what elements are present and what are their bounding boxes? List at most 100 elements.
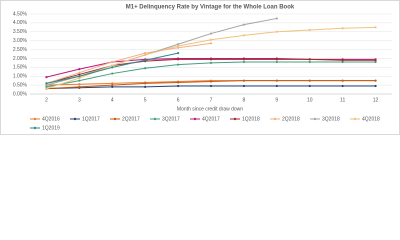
point: [341, 27, 344, 30]
legend-label: 4Q2018: [362, 116, 380, 122]
point: [78, 75, 81, 78]
legend-label: 4Q2017: [202, 116, 220, 122]
legend-label: 1Q2018: [242, 116, 260, 122]
point: [78, 73, 81, 76]
legend-marker: [273, 117, 277, 121]
point: [374, 26, 377, 29]
legend-label: 2Q2018: [282, 116, 300, 122]
point: [111, 85, 114, 88]
point: [111, 82, 114, 85]
point: [308, 58, 311, 61]
legend-marker: [73, 117, 77, 121]
point: [176, 43, 180, 46]
x-tick-label: 7: [210, 97, 213, 103]
y-tick-label: 2.00%: [13, 56, 28, 62]
y-tick-label: 1.00%: [13, 74, 28, 80]
y-tick-label: 0.50%: [13, 82, 28, 88]
point: [111, 60, 114, 64]
point: [209, 58, 213, 61]
chart: M1+ Delinquency Rate by Vintage for the …: [0, 0, 400, 135]
point: [144, 59, 147, 62]
point: [78, 76, 81, 80]
legend-label: 3Q2017: [162, 116, 180, 122]
y-tick-label: 3.50%: [13, 29, 28, 35]
point: [209, 61, 213, 64]
point: [144, 82, 147, 85]
legend-marker: [233, 117, 237, 121]
point: [308, 84, 311, 88]
x-tick-label: 8: [243, 97, 246, 103]
y-tick-label: 0.00%: [13, 91, 28, 97]
point: [78, 71, 81, 74]
point: [144, 67, 147, 70]
point: [308, 28, 311, 32]
point: [209, 42, 213, 45]
point: [341, 79, 344, 82]
x-tick-label: 12: [373, 97, 379, 103]
point: [242, 79, 246, 82]
point: [45, 85, 48, 88]
x-tick-label: 4: [111, 97, 114, 103]
y-tick-label: 4.50%: [13, 11, 28, 17]
point: [242, 84, 246, 88]
point: [374, 84, 377, 88]
point: [374, 59, 377, 62]
point: [176, 63, 180, 66]
point: [144, 85, 147, 88]
point: [275, 30, 278, 33]
point: [78, 83, 81, 86]
x-tick-label: 5: [144, 97, 147, 103]
point: [308, 79, 311, 82]
legend-marker: [113, 117, 117, 121]
point: [341, 60, 344, 64]
x-axis-label: Month since credit draw down: [177, 106, 243, 112]
x-tick-label: 2: [45, 97, 48, 103]
point: [242, 23, 246, 26]
point: [242, 34, 246, 37]
point: [176, 84, 180, 88]
x-tick-label: 11: [340, 97, 345, 103]
point: [111, 64, 114, 67]
point: [78, 79, 81, 82]
point: [242, 60, 246, 64]
point: [374, 60, 377, 64]
point: [308, 60, 311, 64]
point: [209, 38, 213, 41]
y-tick-label: 3.00%: [13, 38, 28, 44]
legend-marker: [153, 117, 157, 121]
x-tick-label: 9: [275, 97, 278, 103]
y-tick-label: 4.00%: [13, 20, 28, 26]
x-tick-label: 3: [78, 97, 81, 103]
point: [111, 84, 114, 87]
point: [144, 53, 147, 56]
point: [78, 68, 81, 71]
x-tick-label: 10: [307, 97, 313, 103]
legend-label: 3Q2018: [322, 116, 340, 122]
point: [78, 85, 81, 88]
x-tick-label: 6: [177, 97, 180, 103]
point: [176, 58, 180, 61]
point: [275, 60, 278, 64]
point: [209, 84, 213, 88]
legend-marker: [33, 126, 37, 130]
legend-label: 4Q2016: [42, 116, 60, 122]
point: [45, 82, 48, 85]
point: [209, 32, 213, 35]
point: [111, 66, 114, 69]
point: [341, 84, 344, 88]
point: [374, 79, 377, 82]
legend-marker: [353, 117, 357, 121]
point: [111, 72, 114, 75]
y-tick-label: 2.50%: [13, 47, 28, 53]
legend-label: 2Q2017: [122, 116, 140, 122]
point: [176, 52, 180, 55]
point: [45, 84, 48, 87]
y-tick-label: 1.50%: [13, 65, 28, 71]
legend-marker: [33, 117, 37, 121]
legend-marker: [193, 117, 197, 121]
point: [275, 58, 278, 61]
legend-label: 1Q2019: [42, 125, 60, 131]
page: M1+ Delinquency Rate by Vintage for the …: [0, 0, 400, 135]
point: [144, 52, 147, 55]
point: [242, 58, 246, 61]
